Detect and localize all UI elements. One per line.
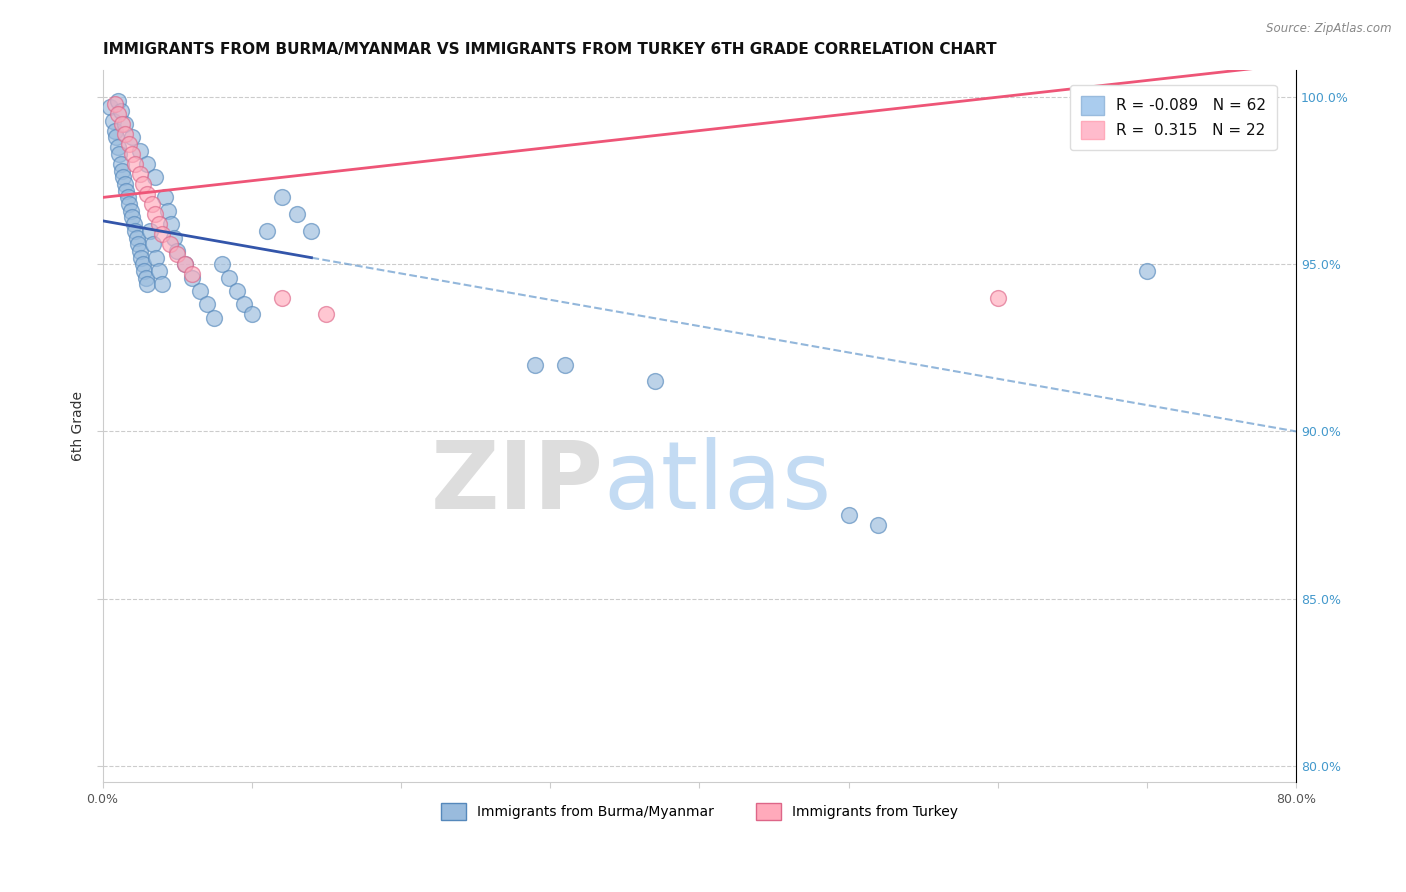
Point (114, 177, 136, 191)
Point (108, 147, 131, 161)
Point (256, 224, 278, 238)
Y-axis label: 6th Grade: 6th Grade (72, 392, 86, 461)
Point (136, 187, 159, 202)
Point (204, 310, 226, 325)
Point (145, 251, 167, 265)
Point (301, 224, 323, 238)
Point (131, 251, 153, 265)
Point (155, 190, 177, 204)
Point (150, 227, 173, 242)
Point (103, 123, 125, 137)
Point (121, 147, 143, 161)
Point (112, 170, 135, 185)
Point (135, 270, 157, 285)
Point (225, 284, 247, 298)
Point (148, 264, 170, 278)
Point (987, 291, 1010, 305)
Point (115, 184, 138, 198)
Point (644, 374, 666, 388)
Point (118, 197, 141, 211)
Legend: Immigrants from Burma/Myanmar, Immigrants from Turkey: Immigrants from Burma/Myanmar, Immigrant… (436, 797, 963, 825)
Text: Source: ZipAtlas.com: Source: ZipAtlas.com (1267, 22, 1392, 36)
Point (124, 224, 146, 238)
Point (110, 103, 132, 118)
Point (122, 217, 145, 231)
Point (188, 284, 211, 298)
Point (181, 268, 204, 282)
Point (148, 217, 170, 231)
Point (838, 508, 860, 522)
Point (868, 518, 890, 533)
Point (181, 270, 204, 285)
Point (107, 140, 129, 154)
Point (101, 113, 124, 128)
Point (166, 247, 188, 261)
Point (159, 237, 181, 252)
Point (121, 211, 143, 225)
Point (173, 257, 195, 271)
Point (554, 358, 576, 372)
Point (110, 157, 132, 171)
Point (132, 177, 155, 191)
Point (143, 170, 166, 185)
Point (285, 207, 308, 221)
Point (173, 257, 195, 271)
Point (240, 307, 263, 321)
Point (118, 136, 141, 151)
Point (195, 297, 218, 311)
Point (127, 237, 149, 252)
Point (111, 163, 134, 178)
Point (524, 358, 547, 372)
Point (163, 230, 186, 244)
Point (132, 257, 155, 271)
Point (121, 130, 143, 145)
Point (160, 217, 183, 231)
Point (114, 127, 136, 141)
Point (142, 237, 165, 252)
Point (143, 207, 166, 221)
Text: atlas: atlas (603, 437, 832, 529)
Point (270, 291, 292, 305)
Point (233, 297, 256, 311)
Point (270, 190, 292, 204)
Point (129, 144, 152, 158)
Text: ZIP: ZIP (432, 437, 603, 529)
Point (114, 117, 136, 131)
Point (103, 96, 125, 111)
Point (107, 94, 129, 108)
Point (139, 224, 162, 238)
Point (136, 157, 159, 171)
Point (1136, 264, 1159, 278)
Point (136, 277, 159, 292)
Point (1136, 90, 1159, 104)
Point (150, 277, 173, 292)
Point (211, 257, 233, 271)
Point (125, 230, 148, 244)
Point (129, 167, 152, 181)
Point (98, 100, 121, 114)
Point (117, 190, 139, 204)
Point (218, 270, 240, 285)
Point (166, 244, 188, 258)
Point (124, 157, 146, 171)
Point (141, 197, 163, 211)
Point (129, 244, 152, 258)
Text: IMMIGRANTS FROM BURMA/MYANMAR VS IMMIGRANTS FROM TURKEY 6TH GRADE CORRELATION CH: IMMIGRANTS FROM BURMA/MYANMAR VS IMMIGRA… (103, 42, 997, 57)
Point (157, 203, 180, 218)
Point (315, 307, 337, 321)
Point (105, 130, 128, 145)
Point (107, 107, 129, 121)
Point (134, 264, 156, 278)
Point (120, 203, 142, 218)
Point (111, 117, 134, 131)
